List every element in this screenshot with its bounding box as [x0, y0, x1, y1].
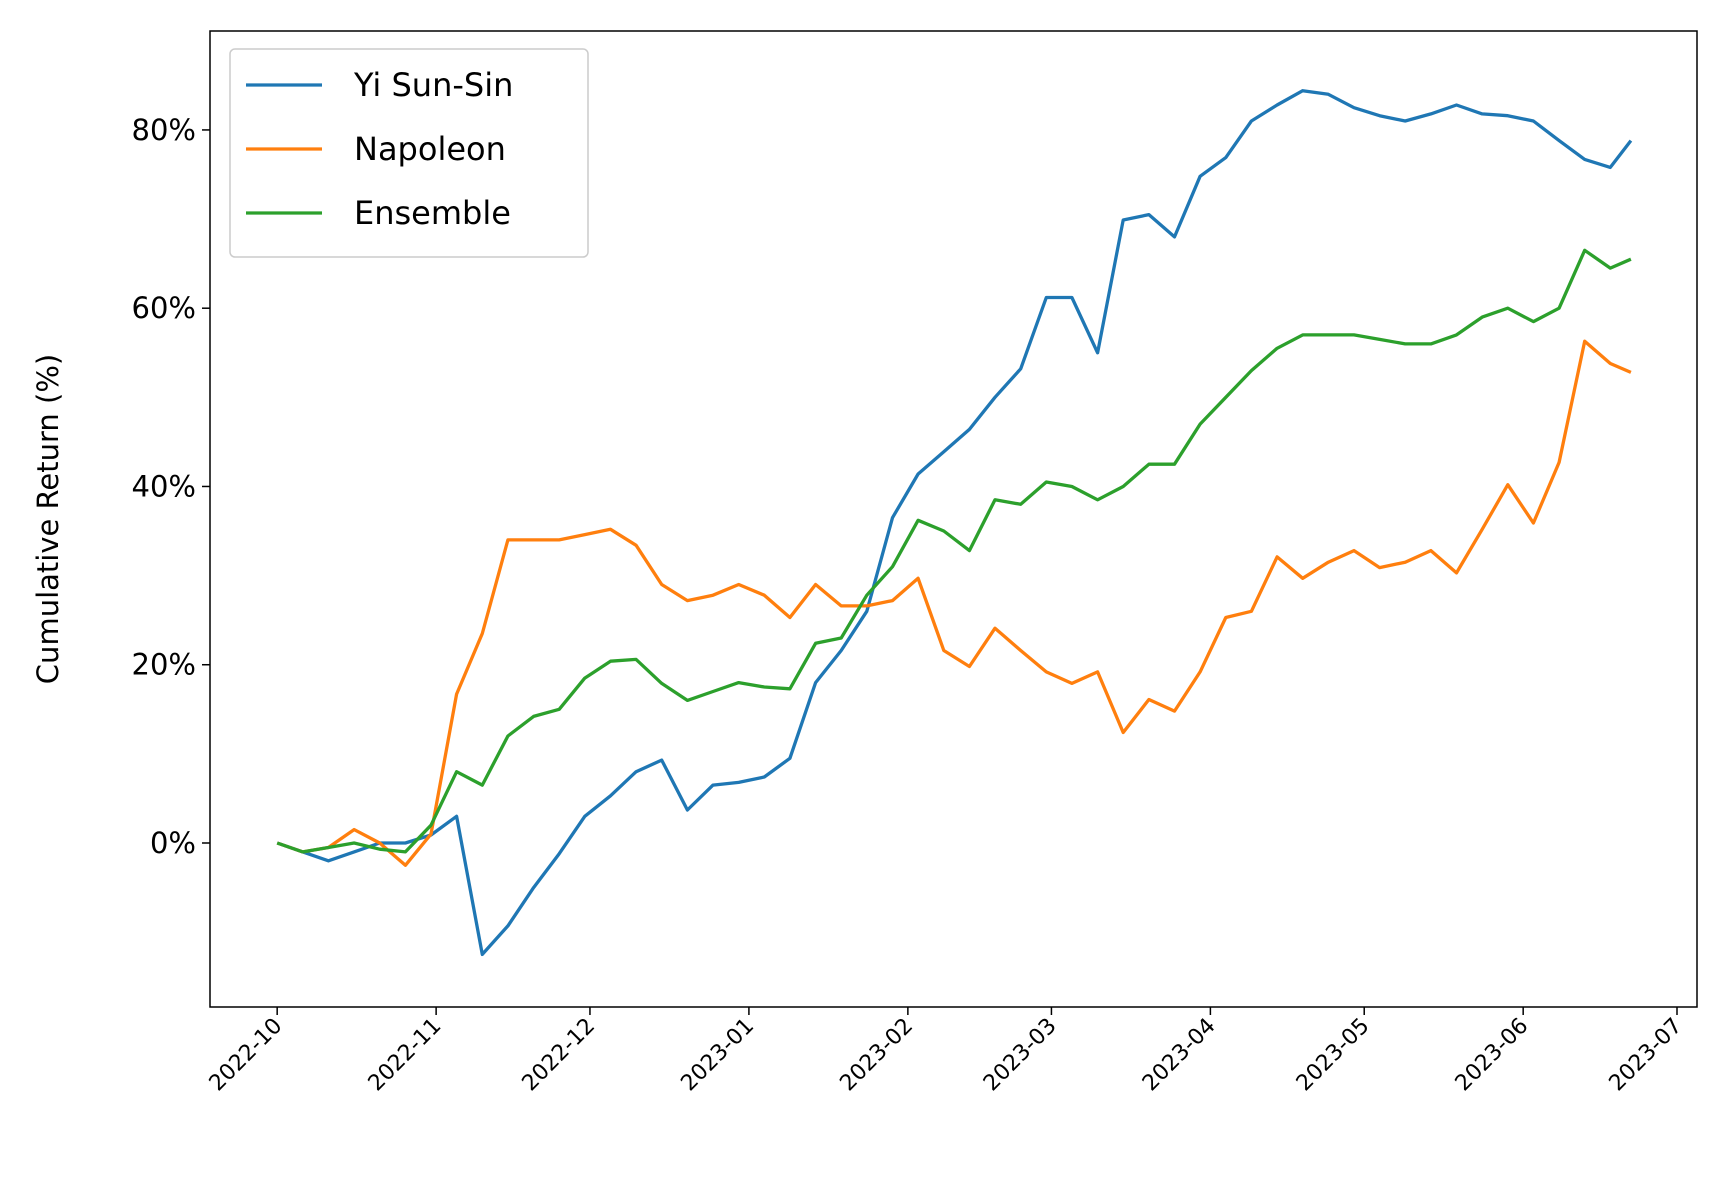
- plot-frame: [209, 30, 1698, 1008]
- x-tick-label: 2023-03: [979, 1014, 1062, 1097]
- x-tick-label: 2022-11: [364, 1014, 447, 1097]
- x-tick-label: 2023-04: [1138, 1014, 1221, 1097]
- x-tick-label: 2023-05: [1292, 1014, 1375, 1097]
- y-tick-label: 60%: [132, 291, 196, 325]
- y-axis-label: Cumulative Return (%): [31, 354, 65, 684]
- legend-label: Yi Sun-Sin: [353, 66, 513, 104]
- legend-label: Ensemble: [354, 194, 511, 232]
- series-line: [276, 339, 1632, 867]
- legend-label: Napoleon: [354, 130, 506, 168]
- y-tick-label: 20%: [132, 648, 196, 682]
- x-tick-label: 2023-01: [676, 1014, 759, 1097]
- legend-box: [229, 48, 589, 258]
- series-line: [276, 89, 1633, 957]
- x-tick-label: 2023-02: [835, 1014, 918, 1097]
- y-tick-label: 80%: [132, 113, 196, 147]
- series-line: [276, 248, 1632, 854]
- x-tick-label: 2023-06: [1451, 1014, 1534, 1097]
- x-tick-label: 2023-07: [1605, 1014, 1688, 1097]
- y-tick-label: 0%: [150, 826, 196, 860]
- y-tick-label: 40%: [132, 469, 196, 503]
- x-tick-label: 2022-10: [205, 1014, 288, 1097]
- x-tick-label: 2022-12: [518, 1014, 601, 1097]
